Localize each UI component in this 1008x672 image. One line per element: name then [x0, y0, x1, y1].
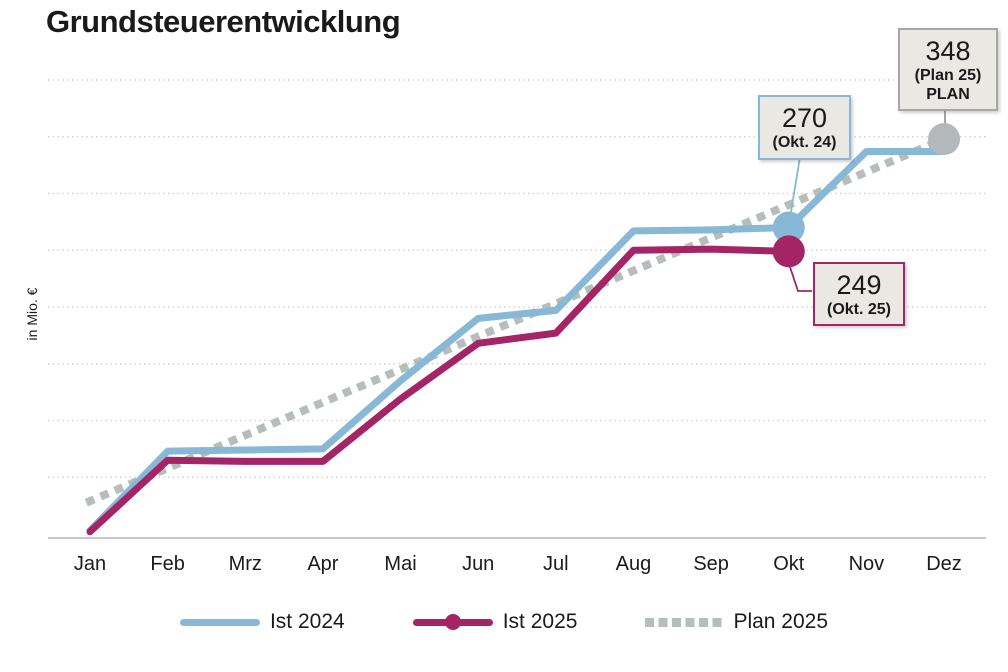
chart-title: Grundsteuerentwicklung	[46, 4, 401, 39]
legend-label-ist2025: Ist 2025	[502, 610, 578, 633]
month-label-okt: Okt	[773, 553, 805, 575]
annotation-plan-sublabel: PLAN	[926, 85, 970, 103]
annotation-okt25-value: 249	[836, 269, 882, 300]
month-label-mrz: Mrz	[228, 553, 262, 575]
annotation-okt25: 249 (Okt. 25)	[813, 262, 905, 326]
legend-item-plan2025: Plan 2025	[645, 610, 828, 634]
series-ist-2024	[86, 148, 948, 535]
month-label-sep: Sep	[693, 553, 729, 575]
month-label-nov: Nov	[848, 553, 885, 575]
month-label-apr: Apr	[307, 553, 339, 575]
legend-item-ist2024: Ist 2024	[179, 610, 345, 634]
series-ist-2025	[86, 245, 793, 536]
annotation-plan-value: 348	[925, 35, 971, 66]
legend-swatch-ist2025-marker	[444, 614, 461, 630]
annotation-okt24-label: (Okt. 24)	[772, 134, 837, 151]
month-label-jan: Jan	[73, 553, 107, 575]
legend-label-ist2024: Ist 2024	[269, 610, 345, 633]
annotation-okt24-value: 270	[781, 103, 828, 133]
marker-ist-2024	[772, 211, 805, 244]
connector-okt25	[789, 266, 812, 292]
month-label-aug: Aug	[615, 553, 652, 575]
legend-swatch-plan2025	[645, 617, 724, 627]
legend-item-ist2025: Ist 2025	[412, 610, 578, 634]
month-label-dez: Dez	[926, 553, 962, 575]
annotation-plan-label: (Plan 25)	[914, 66, 982, 84]
month-label-feb: Feb	[150, 553, 185, 575]
month-label-mai: Mai	[384, 553, 417, 575]
legend-swatch-ist2024	[179, 618, 260, 626]
month-label-jul: Jul	[543, 553, 569, 575]
legend-swatch-ist2025	[412, 614, 493, 630]
annotation-plan: 348 (Plan 25) PLAN	[898, 28, 998, 111]
series-plan-2025	[84, 133, 950, 507]
annotation-okt25-label: (Okt. 25)	[826, 300, 891, 318]
legend: Ist 2024 Ist 2025 Plan 2025	[0, 605, 1008, 639]
marker-plan-2025	[928, 123, 961, 156]
legend-label-plan2025: Plan 2025	[733, 610, 829, 633]
month-label-jun: Jun	[462, 553, 495, 575]
annotation-okt24: 270 (Okt. 24)	[758, 95, 851, 160]
marker-ist-2025	[772, 235, 805, 268]
